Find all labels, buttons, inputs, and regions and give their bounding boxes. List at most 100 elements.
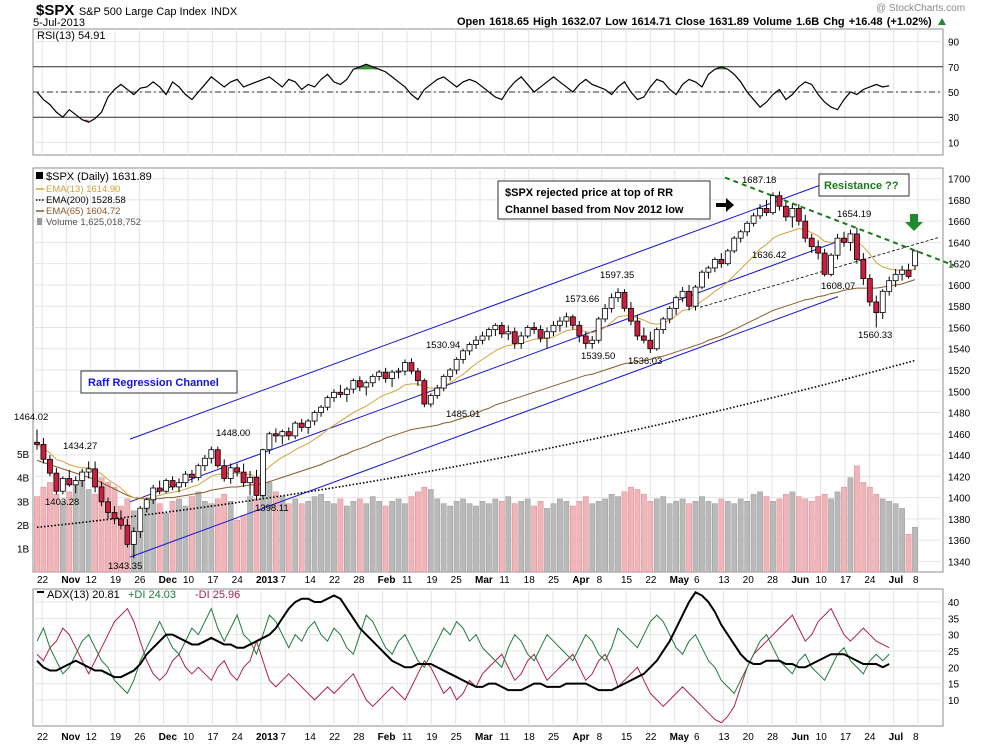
price-panel-ytick: 1620 bbox=[948, 260, 971, 271]
candle-body bbox=[711, 259, 718, 269]
price-xtick: 20 bbox=[743, 575, 755, 586]
candle-body bbox=[744, 222, 751, 233]
candle-body bbox=[679, 290, 686, 299]
adx-xtick: 6 bbox=[694, 732, 700, 743]
volume-bar bbox=[550, 503, 557, 573]
volume-bar bbox=[266, 482, 273, 573]
volume-bar bbox=[421, 486, 428, 573]
candle-body bbox=[621, 291, 628, 309]
adx-panel-ytick: 30 bbox=[948, 631, 960, 642]
candle-body bbox=[421, 380, 428, 405]
price-panel-ytick: 1520 bbox=[948, 366, 971, 377]
volume-bar bbox=[247, 496, 253, 573]
candle-body bbox=[686, 290, 692, 307]
candle-body bbox=[505, 331, 512, 335]
volume-bar bbox=[653, 498, 660, 573]
volume-bar bbox=[524, 498, 531, 573]
adx-xtick: 20 bbox=[743, 732, 755, 743]
volume-bar bbox=[828, 498, 834, 573]
price-annotation: 1560.33 bbox=[858, 330, 892, 341]
volume-bar bbox=[376, 501, 383, 573]
adx-xtick: 7 bbox=[280, 732, 286, 743]
candle-body bbox=[324, 397, 331, 408]
price-panel-ytick: 1560 bbox=[948, 323, 971, 334]
price-xtick: Jul bbox=[889, 575, 904, 586]
candle-body bbox=[705, 267, 712, 273]
volume-bar bbox=[557, 498, 563, 573]
channel-extension-line bbox=[699, 236, 941, 308]
candle-body bbox=[498, 324, 505, 335]
adx-panel-ytick: 15 bbox=[948, 680, 960, 691]
price-panel-ytick: 1580 bbox=[948, 302, 971, 313]
volume-bar bbox=[808, 501, 815, 573]
candle-body bbox=[408, 362, 415, 372]
candle-body bbox=[492, 324, 499, 331]
watermark: @ StockCharts.com bbox=[876, 3, 966, 14]
candle-body bbox=[718, 259, 725, 265]
price-panel-ytick: 1660 bbox=[948, 217, 971, 228]
candle-body bbox=[802, 220, 809, 239]
candle-body bbox=[692, 286, 699, 307]
candle-body bbox=[79, 471, 86, 481]
volume-bar bbox=[641, 493, 647, 573]
candle-body bbox=[221, 465, 228, 479]
candle-body bbox=[253, 476, 260, 496]
price-xtick: Dec bbox=[159, 575, 178, 586]
candle-body bbox=[105, 501, 111, 513]
candle-body bbox=[247, 476, 253, 484]
volume-bar bbox=[531, 505, 537, 573]
volume-bar bbox=[905, 534, 912, 573]
candle-body bbox=[615, 291, 621, 299]
price-xtick: Feb bbox=[378, 575, 396, 586]
right-arrow-icon bbox=[716, 198, 734, 212]
volume-tick: 2B bbox=[17, 521, 30, 532]
candle-body bbox=[582, 335, 589, 344]
adx-xtick: 22 bbox=[329, 732, 341, 743]
volume-bar bbox=[582, 496, 589, 573]
rsi-panel-ytick: 10 bbox=[948, 138, 960, 149]
candle-body bbox=[563, 316, 570, 322]
candle-body bbox=[473, 339, 479, 345]
candle-body bbox=[905, 269, 912, 277]
adx-xtick: 17 bbox=[207, 732, 219, 743]
volume-bar bbox=[331, 503, 337, 573]
adx-xtick: 18 bbox=[524, 732, 536, 743]
price-panel-ytick: 1700 bbox=[948, 175, 971, 186]
rsi-panel-ytick: 70 bbox=[948, 63, 960, 74]
volume-bar bbox=[589, 503, 596, 573]
price-panel-ytick: 1680 bbox=[948, 196, 971, 207]
price-xtick: 11 bbox=[402, 575, 413, 586]
volume-bar bbox=[699, 496, 705, 573]
volume-bar bbox=[363, 503, 370, 573]
volume-bar bbox=[453, 501, 460, 573]
volume-bar bbox=[595, 501, 602, 573]
rsi-overbought-fill bbox=[353, 64, 380, 70]
volume-tick: 5B bbox=[17, 450, 30, 461]
candle-body bbox=[98, 486, 105, 503]
candle-body bbox=[182, 473, 189, 484]
price-xtick: 26 bbox=[134, 575, 146, 586]
volume-bar bbox=[563, 501, 570, 573]
price-xtick: 11 bbox=[499, 575, 510, 586]
volume-bar bbox=[647, 501, 654, 573]
candle-body bbox=[576, 324, 583, 337]
candle-body bbox=[757, 207, 763, 217]
adx-xtick: 14 bbox=[305, 732, 317, 743]
candle-body bbox=[389, 371, 395, 379]
price-annotation: 1687.18 bbox=[742, 175, 776, 186]
candle-body bbox=[569, 316, 576, 326]
volume-bar bbox=[841, 486, 847, 573]
ema13-line bbox=[36, 228, 916, 500]
volume-bar bbox=[344, 505, 350, 573]
rsi-panel-ytick: 90 bbox=[948, 38, 960, 49]
price-annotation: 1434.27 bbox=[63, 441, 97, 452]
price-xtick: 19 bbox=[110, 575, 122, 586]
adx-xtick: Nov bbox=[61, 732, 80, 743]
adx-xtick: 28 bbox=[353, 732, 365, 743]
candle-body bbox=[912, 250, 918, 267]
candle-body bbox=[195, 465, 202, 478]
candle-body bbox=[292, 422, 299, 437]
adx-xtick: 19 bbox=[110, 732, 122, 743]
adx-xtick: Jul bbox=[889, 732, 904, 743]
